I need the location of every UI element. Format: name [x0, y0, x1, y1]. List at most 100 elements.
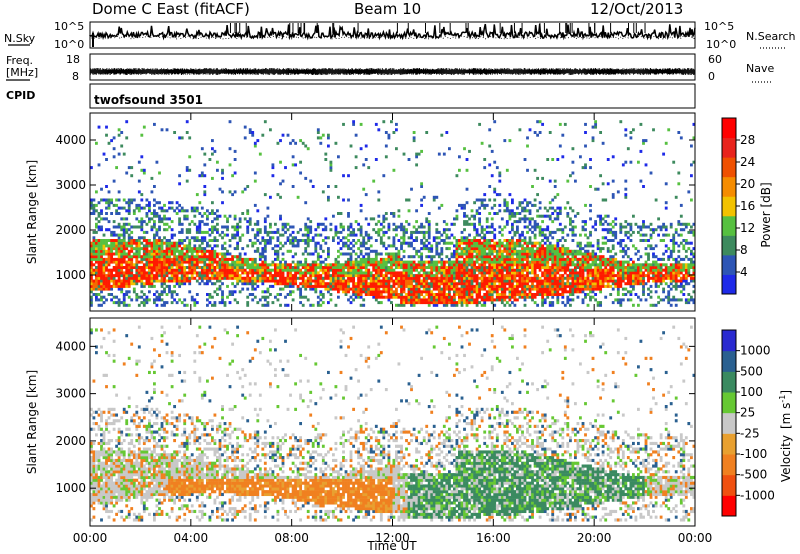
power-cell — [117, 152, 121, 156]
power-cell — [339, 212, 343, 215]
power-cell — [475, 247, 479, 251]
power-cell — [500, 263, 504, 267]
power-cell — [135, 203, 139, 207]
power-cell — [90, 255, 93, 259]
power-cell — [120, 260, 124, 264]
power-cell — [309, 268, 313, 272]
power-cell — [145, 230, 149, 234]
power-cell — [316, 303, 320, 307]
power-cell — [442, 152, 446, 156]
power-cell — [195, 193, 199, 197]
power-cell — [183, 209, 187, 213]
power-cell — [95, 247, 98, 251]
power-cell — [405, 276, 408, 280]
power-cell — [165, 228, 169, 232]
power-cell — [102, 276, 106, 280]
power-cell — [296, 276, 300, 280]
power-cell — [374, 274, 378, 278]
power-cell — [437, 282, 441, 286]
power-cell — [470, 244, 474, 248]
power-cell — [183, 298, 187, 302]
power-cell — [105, 268, 108, 272]
power-cell — [445, 301, 449, 305]
power-cell — [241, 263, 245, 267]
power-cell — [311, 284, 315, 288]
figure-title: Dome C East (fitACF) — [92, 0, 250, 18]
power-cell — [458, 203, 461, 207]
power-cell — [369, 271, 373, 275]
power-cell — [495, 290, 499, 294]
power-cell — [120, 284, 124, 288]
power-cell — [233, 263, 237, 267]
nsearch-trace — [89, 35, 696, 40]
power-cell — [377, 190, 381, 194]
power-cell — [183, 274, 187, 278]
power-cell — [127, 241, 131, 245]
power-cell — [95, 203, 98, 207]
power-cell — [349, 271, 353, 275]
power-cell — [435, 247, 439, 251]
power-cell — [216, 217, 219, 221]
power-cell — [347, 271, 350, 275]
power-cell — [410, 271, 413, 275]
power-cell — [468, 239, 471, 242]
power-cell — [372, 179, 376, 183]
power-cell — [349, 255, 353, 259]
power-cell — [470, 252, 474, 256]
power-cell — [432, 274, 436, 278]
power-cell — [327, 249, 330, 253]
power-cell — [306, 282, 310, 286]
power-cell — [463, 252, 466, 256]
power-cell — [148, 284, 151, 288]
power-cell — [357, 255, 361, 259]
power-cell — [314, 284, 318, 288]
power-cell — [468, 233, 471, 237]
power-cell — [442, 287, 446, 291]
power-cell — [490, 244, 494, 248]
power-cell — [382, 174, 386, 178]
power-cell — [148, 257, 151, 261]
power-cell — [291, 260, 295, 264]
power-cell — [200, 271, 204, 275]
power-cell — [115, 268, 119, 272]
power-cell — [324, 152, 328, 156]
power-cell — [274, 268, 277, 272]
power-cell — [505, 282, 509, 286]
power-cell — [122, 282, 126, 286]
power-cell — [150, 225, 154, 229]
power-cell — [488, 295, 492, 299]
power-cell — [155, 214, 159, 218]
power-cell — [286, 266, 290, 269]
power-cell — [117, 198, 121, 202]
power-cell — [432, 255, 436, 259]
power-cell — [480, 225, 484, 229]
power-cell — [200, 266, 204, 269]
power-cell — [148, 263, 151, 267]
power-cell — [480, 244, 484, 248]
power-cell — [276, 293, 280, 296]
power-cell — [153, 203, 156, 207]
power-cell — [183, 282, 187, 286]
power-cell — [450, 282, 454, 286]
power-cell — [362, 271, 366, 275]
power-cell — [498, 295, 502, 299]
power-cell — [233, 268, 237, 272]
power-cell — [286, 274, 290, 278]
power-cell — [226, 249, 229, 253]
power-cell — [148, 201, 151, 205]
power-cell — [279, 195, 282, 199]
power-cell — [236, 230, 240, 234]
power-cell — [437, 252, 441, 256]
power-cell — [137, 206, 141, 210]
power-cell — [97, 249, 101, 253]
power-cell — [125, 244, 129, 248]
power-cell — [263, 271, 267, 275]
power-cell — [168, 225, 171, 229]
power-cell — [372, 282, 376, 286]
power-cell — [412, 303, 416, 307]
power-cell — [289, 266, 292, 269]
power-cell — [379, 293, 383, 296]
power-cell — [455, 287, 459, 291]
power-cell — [193, 271, 197, 275]
power-cell — [195, 206, 199, 210]
